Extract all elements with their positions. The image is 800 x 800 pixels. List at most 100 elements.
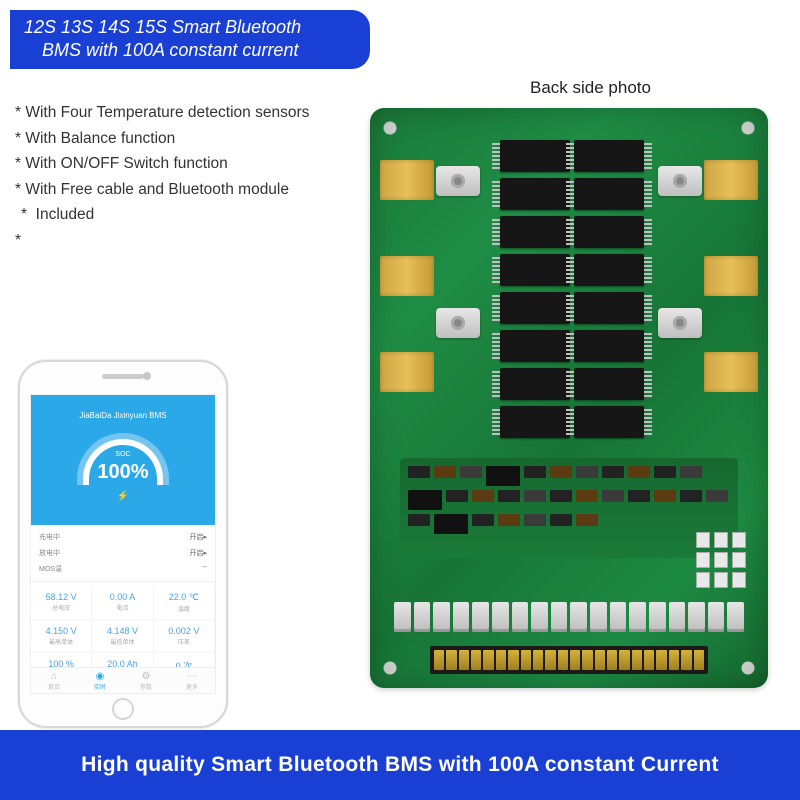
balance-pad [669,602,686,632]
smd-component [550,490,572,502]
screw-lug [658,308,702,338]
mosfet-chip [500,178,570,210]
phone-mockup: JiaBaiDa Jixinyuan BMS SOC 100% ⚡ 充电中开启▸… [18,360,228,728]
smd-component [628,466,650,478]
balance-pad [610,602,627,632]
status-rows: 充电中开启▸放电中开启▸MOS温-- [31,525,215,582]
feature-item-blank [15,228,309,254]
smd-component [680,490,702,502]
mosfet-chip [574,330,644,362]
header-pin [496,650,506,670]
smd-component [472,490,494,502]
controller-area [400,458,738,558]
mosfet-column [500,140,570,438]
balance-pad [492,602,509,632]
header-pin [681,650,691,670]
phone-screen: JiaBaiDa Jixinyuan BMS SOC 100% ⚡ 充电中开启▸… [30,394,216,694]
smd-component [460,466,482,478]
screw-lug [436,308,480,338]
mosfet-chip [500,216,570,248]
mosfet-chip [500,330,570,362]
smd-component [602,490,624,502]
header-pins [430,646,708,674]
tab-item[interactable]: ◉实时 [77,668,123,693]
mosfet-chip [500,140,570,172]
mosfet-chip [574,254,644,286]
tab-item[interactable]: ⋯更多 [169,668,215,693]
mosfet-chip [500,254,570,286]
smd-component [408,490,442,510]
feature-list: With Four Temperature detection sensors … [15,100,309,253]
balance-pad [453,602,470,632]
balance-pad [414,602,431,632]
balance-pad [688,602,705,632]
smd-component [498,514,520,526]
screw-lug [658,166,702,196]
grid-cell: 4.150 V最高单体 [31,620,92,653]
smd-component [654,490,676,502]
header-pin [471,650,481,670]
home-button-icon [112,698,134,720]
header-pin [521,650,531,670]
aux-connectors [696,532,746,588]
balance-pad [649,602,666,632]
gauge-panel: SOC 100% ⚡ [31,427,215,525]
smd-component [498,490,520,502]
copper-pad [380,256,434,296]
aux-port [732,532,746,548]
smd-component [576,466,598,478]
phone-statusbar [31,395,215,405]
tab-item[interactable]: ⚙参数 [123,668,169,693]
smd-component [576,490,598,502]
balance-pad [394,602,411,632]
grid-cell: 22.0 ℃温度 [154,586,215,620]
mosfet-chip [500,368,570,400]
header-pin [533,650,543,670]
grid-cell: 0.002 V压差 [154,620,215,653]
balance-pad [512,602,529,632]
smd-component [602,466,624,478]
header-pin [570,650,580,670]
copper-pad [704,160,758,200]
feature-item: With Free cable and Bluetooth module [15,177,309,203]
mosfet-chip [574,140,644,172]
feature-item: With Balance function [15,126,309,152]
gauge-value: 100% [31,461,215,484]
header-pin [434,650,444,670]
smd-component [550,466,572,478]
smd-component [434,466,456,478]
header-pin [656,650,666,670]
copper-pad [704,352,758,392]
header-pin [694,650,704,670]
copper-pad [704,256,758,296]
header-pin [558,650,568,670]
aux-port [714,572,728,588]
balance-connector-row [394,602,744,632]
copper-pad [380,160,434,200]
header-pin [582,650,592,670]
feature-item: With ON/OFF Switch function [15,151,309,177]
smd-component [408,466,430,478]
header-pin [508,650,518,670]
title-banner: 12S 13S 14S 15S Smart Bluetooth BMS with… [10,10,370,69]
mosfet-chip [574,406,644,438]
mosfet-column [574,140,644,438]
smd-component [434,514,468,534]
tab-item[interactable]: ⌂首页 [31,668,77,693]
grid-cell: 58.12 V总电压 [31,586,92,620]
smd-component [576,514,598,526]
grid-cell: 4.148 V最低单体 [92,620,153,653]
pcb-board [370,108,768,688]
smd-component [472,514,494,526]
back-side-label: Back side photo [530,78,651,98]
status-row: MOS温-- [39,561,207,577]
balance-pad [472,602,489,632]
header-pin [644,650,654,670]
balance-pad [727,602,744,632]
smd-component [408,514,430,526]
aux-port [696,552,710,568]
phone-speaker [102,374,144,379]
bolt-icon: ⚡ [31,491,215,502]
phone-tabbar: ⌂首页◉实时⚙参数⋯更多 [31,667,215,693]
aux-port [696,572,710,588]
